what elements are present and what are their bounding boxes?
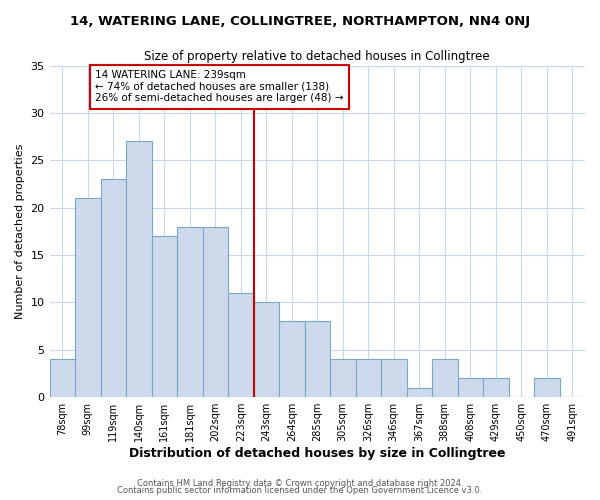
Bar <box>50 360 75 397</box>
Bar <box>381 360 407 397</box>
Title: Size of property relative to detached houses in Collingtree: Size of property relative to detached ho… <box>145 50 490 63</box>
Bar <box>458 378 483 397</box>
Bar <box>126 142 152 397</box>
Bar <box>228 293 254 397</box>
Bar <box>279 322 305 397</box>
Bar <box>534 378 560 397</box>
Bar <box>254 302 279 397</box>
Text: Contains public sector information licensed under the Open Government Licence v3: Contains public sector information licen… <box>118 486 482 495</box>
X-axis label: Distribution of detached houses by size in Collingtree: Distribution of detached houses by size … <box>129 447 506 460</box>
Bar <box>432 360 458 397</box>
Bar <box>330 360 356 397</box>
Bar <box>407 388 432 397</box>
Y-axis label: Number of detached properties: Number of detached properties <box>15 144 25 319</box>
Bar <box>483 378 509 397</box>
Bar <box>152 236 177 397</box>
Text: Contains HM Land Registry data © Crown copyright and database right 2024.: Contains HM Land Registry data © Crown c… <box>137 478 463 488</box>
Bar <box>75 198 101 397</box>
Text: 14 WATERING LANE: 239sqm
← 74% of detached houses are smaller (138)
26% of semi-: 14 WATERING LANE: 239sqm ← 74% of detach… <box>95 70 344 104</box>
Bar <box>356 360 381 397</box>
Bar <box>177 226 203 397</box>
Text: 14, WATERING LANE, COLLINGTREE, NORTHAMPTON, NN4 0NJ: 14, WATERING LANE, COLLINGTREE, NORTHAMP… <box>70 15 530 28</box>
Bar <box>203 226 228 397</box>
Bar <box>305 322 330 397</box>
Bar <box>101 180 126 397</box>
